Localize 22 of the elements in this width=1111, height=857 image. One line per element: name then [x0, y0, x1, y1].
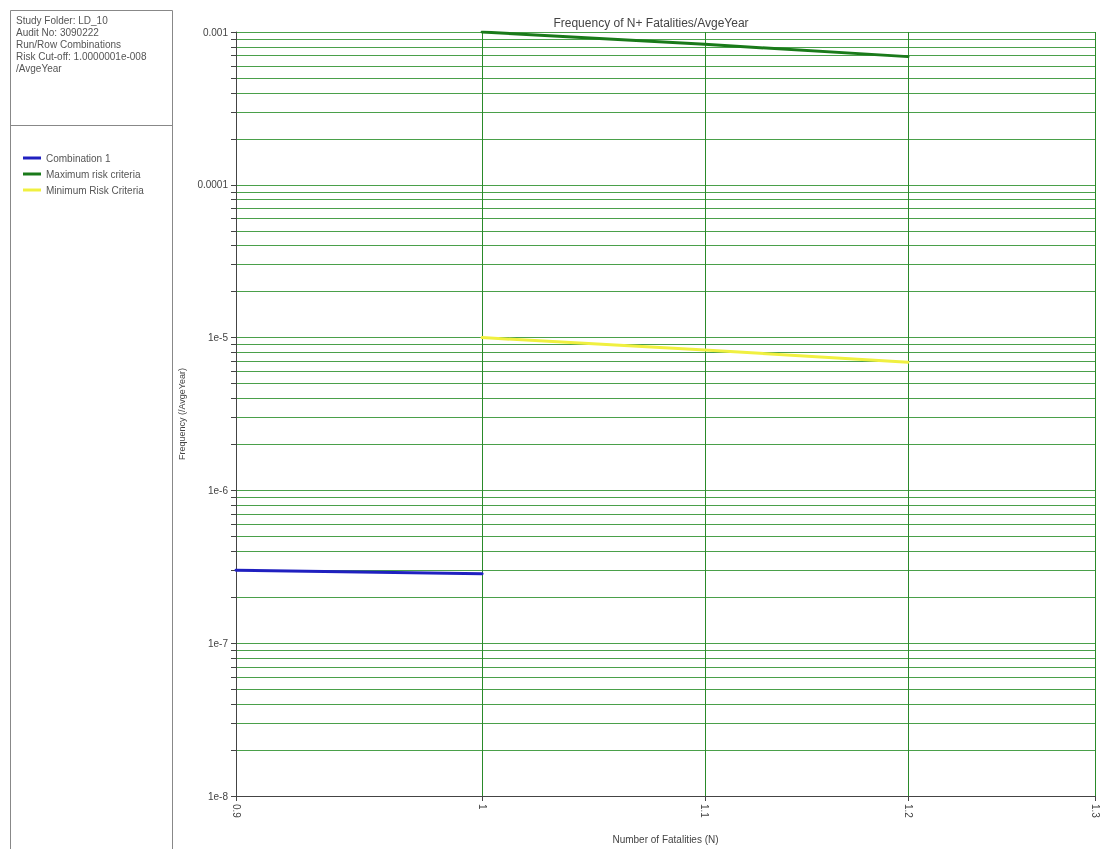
x-tick-label: 1.2: [902, 804, 914, 819]
x-tick-label: 1: [476, 804, 488, 810]
y-tick-label: 0.0001: [197, 179, 229, 191]
y-axis-title: Frequency (/AvgeYear): [177, 367, 188, 461]
text: /AvgeYear: [16, 62, 63, 74]
x-axis-title: Number of Fatalities (N): [612, 833, 719, 845]
x-tick-label: 1.1: [699, 804, 711, 819]
legend-label: Maximum risk criteria: [46, 168, 141, 180]
x-tick-label: 0.9: [230, 804, 242, 819]
text: Risk Cut-off: 1.0000001e-008: [16, 50, 147, 62]
y-tick-label: 1e-6: [207, 484, 229, 496]
text: Run/Row Combinations: [16, 38, 122, 50]
y-tick-label: 0.001: [202, 26, 229, 38]
y-tick-label: 1e-7: [207, 637, 229, 649]
legend-label: Combination 1: [46, 152, 111, 164]
text: Study Folder: LD_10: [16, 14, 109, 26]
y-tick-label: 1e-5: [207, 332, 229, 344]
text: Audit No: 3090222: [16, 26, 100, 38]
legend-label: Minimum Risk Criteria: [46, 184, 145, 196]
y-tick-label: 1e-8: [207, 790, 229, 802]
chart-title: Frequency of N+ Fatalities/AvgeYear: [553, 16, 749, 30]
x-tick-label: 1.3: [1089, 804, 1101, 819]
